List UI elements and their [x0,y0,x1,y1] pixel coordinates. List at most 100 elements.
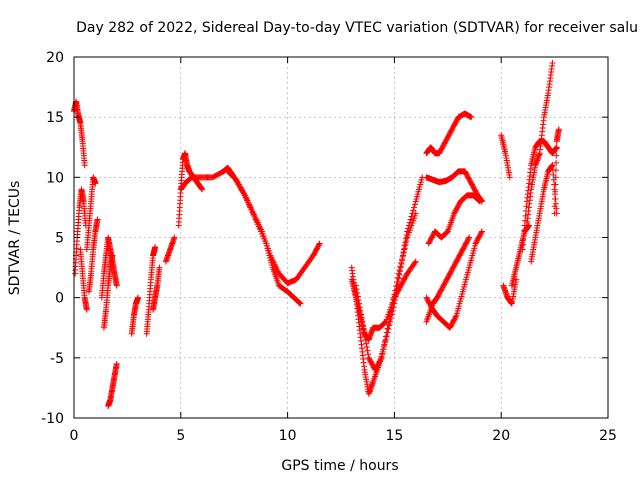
data-point [411,201,418,208]
data-point [388,304,395,311]
data-point [466,234,473,241]
y-tick-label: 15 [46,110,64,126]
data-point [552,188,559,195]
data-point [381,319,388,326]
points-layer [71,60,562,409]
data-point [468,114,475,121]
data-point [383,329,390,336]
y-tick-label: 0 [55,291,64,307]
data-point [552,181,559,188]
data-point [476,197,483,204]
data-point [384,325,391,332]
data-point [379,350,386,357]
x-tick-label: 15 [385,428,403,444]
data-point [465,235,472,242]
data-point [552,174,559,181]
data-point [410,207,417,214]
data-point [199,186,206,193]
data-point [152,244,159,251]
data-point [364,347,371,354]
data-point [411,259,418,266]
data-point [396,266,403,273]
data-point [553,152,560,159]
data-point [392,287,399,294]
data-point [361,329,368,336]
y-tick-label: 5 [55,231,64,247]
x-tick-label: 25 [599,428,617,444]
axes-layer: 0 5 10 15 20 25 -10 -5 0 5 10 15 20 [41,50,617,444]
data-point [393,283,400,290]
data-point [113,282,120,289]
data-point [296,300,303,307]
data-point [356,300,363,307]
data-point [553,145,560,152]
grid-layer [74,57,608,418]
data-point [355,297,362,304]
y-tick-label: 10 [46,170,64,186]
data-point [385,321,392,328]
data-point [506,174,513,181]
data-point [555,126,562,133]
y-tick-label: -5 [50,351,64,367]
data-point [553,159,560,166]
data-point [81,162,88,169]
x-tick-label: 0 [70,428,79,444]
data-point [387,308,394,315]
x-tick-label: 20 [492,428,510,444]
data-point [363,340,370,347]
data-point [378,354,385,361]
data-point [390,295,397,302]
data-point [475,197,482,204]
data-point [395,270,402,277]
data-point [398,259,405,266]
data-point [513,276,520,283]
data-point [386,316,393,323]
data-point [406,219,413,226]
y-tick-label: 20 [46,50,64,66]
data-point [296,299,303,306]
data-point [412,258,419,265]
data-point [452,313,459,320]
data-point [356,304,363,311]
data-point [393,279,400,286]
data-point [400,248,407,255]
data-point [363,344,370,351]
data-point [403,238,410,245]
data-point [478,228,485,235]
data-point [354,289,361,296]
data-point [412,210,419,217]
data-point [551,210,558,217]
data-point [399,256,406,263]
data-point [156,264,163,271]
data-point [316,240,323,247]
data-point [358,311,365,318]
data-point [552,167,559,174]
data-point [443,229,450,236]
data-point [380,346,387,353]
data-point [394,274,401,281]
data-point [382,319,389,326]
data-point [135,294,142,301]
data-point [397,263,404,270]
y-axis-label: SDTVAR / TECUs [7,181,23,296]
data-point [552,195,559,202]
data-point [377,356,384,363]
chart-title: Day 282 of 2022, Sidereal Day-to-day VTE… [76,20,638,36]
data-point [360,325,367,332]
data-point [386,322,393,329]
data-point [476,198,483,205]
data-point [399,252,406,259]
data-point [362,336,369,343]
data-point [171,234,178,241]
data-point [401,245,408,252]
data-point [551,203,558,210]
data-point [411,204,418,211]
data-point [549,60,556,67]
data-point [352,282,359,289]
data-point [382,337,389,344]
data-point [297,300,304,307]
data-point [353,286,360,293]
y-tick-label: -10 [41,411,64,427]
